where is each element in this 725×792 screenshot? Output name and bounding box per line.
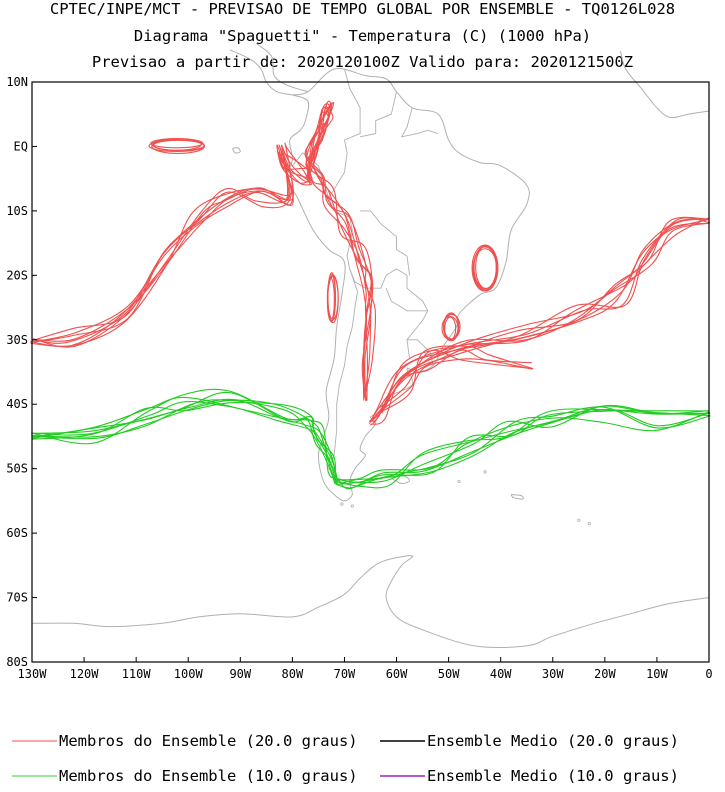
y-tick-label: 60S — [6, 526, 28, 540]
isoline-member — [371, 218, 709, 421]
x-tick-label: 40W — [490, 667, 512, 681]
south-georgia-coastline — [510, 493, 524, 500]
isoline-member — [33, 151, 311, 342]
isoline-member — [30, 144, 309, 347]
isotherm-lines — [29, 100, 711, 490]
isoline-member — [31, 142, 311, 342]
country-border — [360, 210, 411, 276]
island — [577, 518, 581, 522]
x-tick-label: 60W — [386, 667, 408, 681]
closed-isotherm — [441, 316, 459, 341]
y-tick-label: 40S — [6, 397, 28, 411]
isoline-member — [379, 345, 533, 414]
caribbean-coast-coastline — [255, 42, 309, 93]
y-tick-label: 80S — [6, 655, 28, 669]
island — [457, 479, 461, 484]
africa-edge-coastline — [620, 50, 710, 119]
title-line-2: Diagrama "Spaguetti" - Temperatura (C) (… — [133, 27, 592, 45]
isoline-member — [337, 405, 710, 484]
closed-isotherm — [151, 138, 202, 151]
title-line-1: CPTEC/INPE/MCT - PREVISAO DE TEMPO GLOBA… — [49, 0, 676, 18]
closed-isotherm — [473, 246, 497, 290]
y-tick-label: 20S — [6, 268, 28, 282]
closed-isotherm — [443, 312, 460, 341]
country-border — [328, 68, 429, 360]
closed-isotherm — [148, 139, 205, 152]
legend-label: Ensemble Medio (20.0 graus) — [427, 732, 679, 750]
title-line-3: Previsao a partir de: 2020120100Z Valido… — [91, 53, 634, 71]
isoline-member — [31, 388, 339, 483]
isoline-member — [32, 391, 338, 484]
x-tick-label: 30W — [542, 667, 564, 681]
x-tick-label: 50W — [438, 667, 460, 681]
isoline-member — [370, 217, 710, 423]
legend-label: Membros do Ensemble (10.0 graus) — [59, 767, 358, 785]
island — [350, 504, 354, 508]
country-border — [328, 268, 358, 486]
isoline-member — [32, 398, 338, 485]
isoline-member — [31, 401, 338, 479]
isoline-member — [334, 404, 709, 489]
x-tick-label: 0 — [705, 667, 712, 681]
central-america-coastline — [229, 49, 293, 96]
x-tick-label: 100W — [174, 667, 204, 681]
y-tick-label: 10S — [6, 204, 28, 218]
isoline-member — [369, 219, 708, 426]
isoline-member — [379, 349, 534, 408]
isoline-member — [29, 151, 312, 343]
isoline-member — [368, 216, 709, 422]
isoline-member — [31, 399, 336, 484]
isoline-member — [338, 408, 711, 489]
isoline-member — [337, 406, 711, 485]
legend-label: Ensemble Medio (10.0 graus) — [427, 767, 679, 785]
closed-isotherm — [471, 244, 499, 292]
x-tick-label: 120W — [70, 667, 100, 681]
x-tick-label: 70W — [334, 667, 356, 681]
antarctica-coast-coastline — [31, 555, 710, 649]
legend-label: Membros do Ensemble (20.0 graus) — [59, 732, 358, 750]
island — [340, 502, 344, 506]
axis-ticks: 130W 120W 110W 100W 90W 80W 70W 60W 50W 40W 30W 20W… — [6, 75, 712, 681]
isoline-member — [30, 152, 313, 347]
galapagos-coastline — [232, 147, 241, 154]
isoline-member — [305, 111, 374, 401]
y-tick-label: 10N — [6, 75, 28, 89]
isoline-member — [337, 411, 710, 481]
x-tick-label: 10W — [646, 667, 668, 681]
island — [587, 521, 591, 526]
x-tick-label: 80W — [282, 667, 304, 681]
x-tick-label: 20W — [594, 667, 616, 681]
legend: Membros do Ensemble (20.0 graus) Ensemble… — [12, 732, 679, 785]
x-tick-label: 90W — [229, 667, 251, 681]
isoline-member — [31, 152, 311, 344]
isoline-member — [338, 408, 711, 485]
y-tick-label: 70S — [6, 591, 28, 605]
isoline-member — [369, 218, 710, 424]
isoline-member — [306, 100, 372, 401]
y-tick-label: EQ — [14, 139, 28, 153]
y-tick-label: 30S — [6, 333, 28, 347]
isoline-member — [380, 358, 533, 412]
isoline-member — [304, 106, 376, 396]
x-tick-label: 130W — [18, 667, 48, 681]
isoline-member — [32, 401, 336, 479]
country-border — [360, 91, 397, 138]
island — [483, 470, 487, 474]
country-border — [400, 107, 439, 138]
closed-isotherm — [327, 275, 339, 321]
plot-frame — [31, 81, 710, 663]
y-tick-label: 50S — [6, 462, 28, 476]
x-tick-label: 110W — [122, 667, 152, 681]
country-border — [385, 288, 428, 312]
